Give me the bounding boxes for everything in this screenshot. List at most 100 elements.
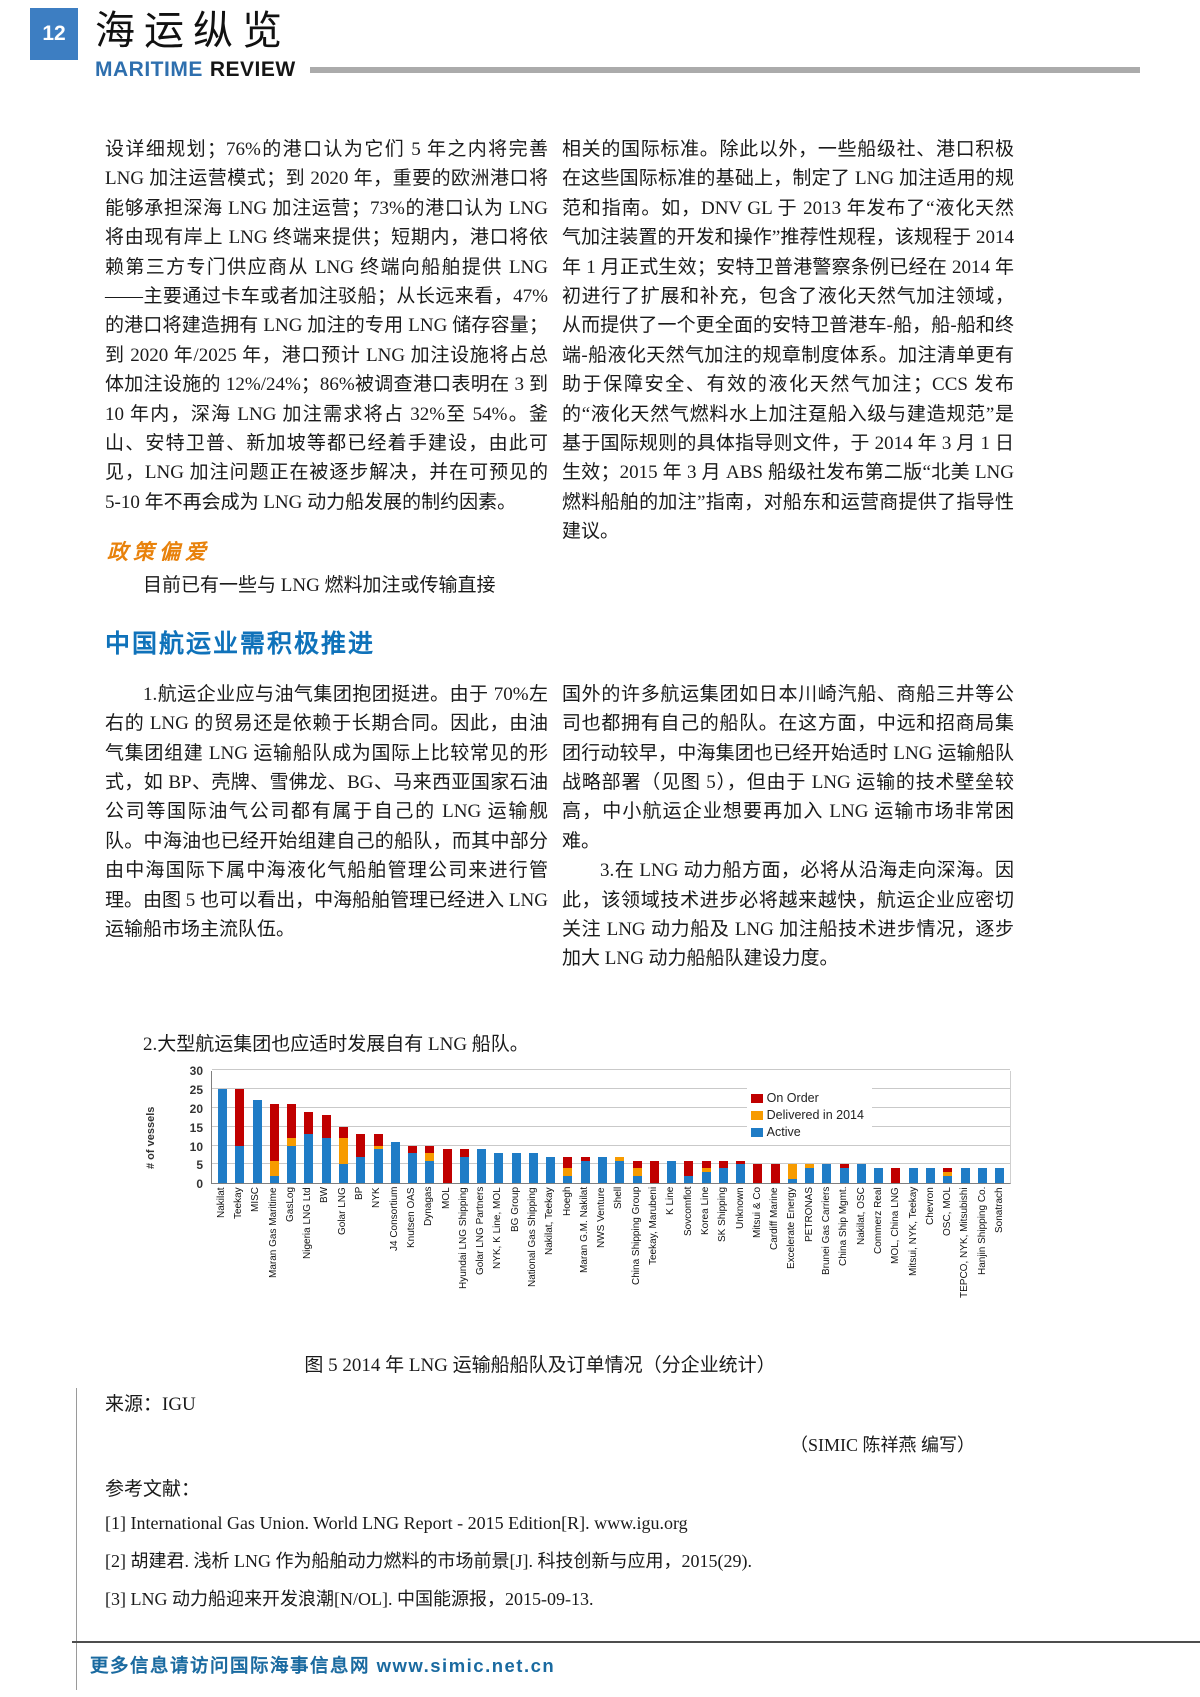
- bar-golar-lng-partners: [473, 1071, 490, 1184]
- stacked-bar: [753, 1164, 763, 1184]
- bar-national-gas-shipping: [525, 1071, 542, 1184]
- bar-teekay-marubeni: [646, 1071, 663, 1184]
- x-tick-label: Brunei Gas Carriers: [821, 1187, 833, 1276]
- figure5-chart: # of vessels 0 5 10 15 20 25 30 On Order Delive…: [141, 1065, 1014, 1336]
- page-number: 12: [30, 8, 78, 60]
- x-label-cell: Hoegh: [559, 1184, 576, 1336]
- x-tick-label: Maran G.M. Nakilat: [578, 1187, 590, 1274]
- paragraph-standards: 相关的国际标准。除此以外，一些船级社、港口积极在这些国际标准的基础上，制定了 L…: [562, 139, 1014, 543]
- x-label-cell: China Shipping Group: [628, 1184, 645, 1336]
- paragraph-point1: 1.航运企业应与油气集团抱团挺进。由于 70%左右的 LNG 的贸易还是依赖于长…: [105, 683, 548, 940]
- segment-active: [615, 1160, 625, 1184]
- x-label-cell: Mitsui, NYK, Teekay: [905, 1184, 922, 1336]
- x-tick-label: BP: [354, 1187, 366, 1201]
- x-tick-label: J4 Consortium: [388, 1187, 400, 1252]
- segment-delivered-in-2014: [373, 1145, 383, 1150]
- gridline: [212, 1144, 1010, 1146]
- x-label-cell: BW: [317, 1184, 334, 1336]
- segment-active: [356, 1156, 366, 1184]
- segment-delivered-in-2014: [615, 1156, 625, 1161]
- segment-active: [563, 1175, 573, 1184]
- bar-nakilat-teekay: [542, 1071, 559, 1184]
- x-tick-label: Shell: [613, 1187, 625, 1210]
- segment-active: [425, 1160, 435, 1184]
- y-axis-ticks: 0 5 10 15 20 25 30: [167, 1065, 211, 1190]
- x-label-cell: Nakilat, Teekay: [542, 1184, 559, 1336]
- x-tick-label: MISC: [250, 1187, 262, 1213]
- article-body: 设详细规划；76%的港口认为它们 5 年之内将完善 LNG 加注运营模式；到 2…: [105, 135, 1014, 1615]
- page-header: 12 海运纵览 MARITIME REVIEW: [30, 8, 1170, 82]
- bar-shell: [611, 1071, 628, 1184]
- y-tick-label: 0: [196, 1177, 203, 1192]
- y-tick-label: 15: [189, 1120, 203, 1135]
- x-tick-label: National Gas Shipping: [526, 1187, 538, 1287]
- bar-sonatrach: [991, 1071, 1008, 1184]
- x-tick-label: NYK: [371, 1187, 383, 1208]
- x-tick-label: Maran Gas Maritime: [267, 1187, 279, 1278]
- x-tick-label: MOL: [440, 1187, 452, 1209]
- x-label-cell: Golar LNG Partners: [472, 1184, 489, 1336]
- stacked-bar: [269, 1104, 279, 1184]
- segment-on-order: [287, 1104, 297, 1138]
- legend-label: Active: [766, 1125, 801, 1140]
- x-tick-label: NWS Venture: [596, 1187, 608, 1248]
- margin-line: [76, 1388, 77, 1690]
- stacked-bar: [563, 1156, 573, 1184]
- x-tick-label: Excelerate Energy: [786, 1187, 798, 1269]
- segment-on-order: [459, 1149, 469, 1157]
- segment-active: [597, 1156, 607, 1184]
- segment-delivered-in-2014: [563, 1168, 573, 1176]
- segment-active: [459, 1156, 469, 1184]
- bar-gaslog: [283, 1071, 300, 1184]
- y-tick-label: 25: [189, 1083, 203, 1097]
- segment-delivered-in-2014: [338, 1137, 348, 1165]
- stacked-bar: [995, 1168, 1005, 1184]
- x-tick-label: Cardiff Marine: [769, 1187, 781, 1250]
- segment-active: [373, 1149, 383, 1184]
- stacked-bar: [338, 1126, 348, 1184]
- segment-delivered-in-2014: [425, 1153, 435, 1161]
- section1-columns: 设详细规划；76%的港口认为它们 5 年之内将完善 LNG 加注运营模式；到 2…: [105, 135, 1014, 601]
- x-tick-label: Teekay, Marubeni: [648, 1187, 660, 1266]
- stacked-bar: [908, 1168, 918, 1184]
- segment-active: [511, 1153, 521, 1184]
- x-tick-label: Sovcomflot: [682, 1187, 694, 1237]
- x-tick-label: Unknown: [734, 1187, 746, 1229]
- stacked-bar: [977, 1168, 987, 1184]
- segment-delivered-in-2014: [632, 1168, 642, 1176]
- x-label-cell: Dynagas: [421, 1184, 438, 1336]
- x-tick-label: Nakilat: [215, 1187, 227, 1218]
- segment-on-order: [373, 1134, 383, 1146]
- stacked-bar: [390, 1141, 400, 1184]
- bar-hanjin-shipping-co-: [974, 1071, 991, 1184]
- x-tick-label: Golar LNG: [336, 1187, 348, 1235]
- bar-misc: [249, 1071, 266, 1184]
- bar-mitsui-co: [749, 1071, 766, 1184]
- segment-on-order: [338, 1126, 348, 1138]
- paragraph-bunkering: 设详细规划；76%的港口认为它们 5 年之内将完善 LNG 加注运营模式；到 2…: [105, 139, 548, 513]
- x-tick-label: Golar LNG Partners: [475, 1187, 487, 1276]
- segment-active: [252, 1100, 262, 1184]
- bar-sovcomflot: [680, 1071, 697, 1184]
- footer-rule: [72, 1641, 1200, 1643]
- x-tick-label: Hoegh: [561, 1187, 573, 1217]
- stacked-bar: [408, 1145, 418, 1184]
- stacked-bar: [442, 1149, 452, 1184]
- x-tick-label: China Ship Mgmt.: [838, 1187, 850, 1267]
- bar-mitsui-nyk-teekay: [905, 1071, 922, 1184]
- x-tick-label: TEPCO, NYK, Mitsubishi: [959, 1187, 971, 1298]
- segment-on-order: [580, 1156, 590, 1161]
- bar-mol-china-lng: [887, 1071, 904, 1184]
- stacked-bar: [511, 1153, 521, 1184]
- segment-delivered-in-2014: [943, 1171, 953, 1176]
- y-tick-label: 10: [189, 1139, 203, 1154]
- x-tick-label: MOL, China LNG: [890, 1187, 902, 1264]
- title-en-review: REVIEW: [209, 58, 296, 81]
- segment-active: [494, 1153, 504, 1184]
- bar-hoegh: [559, 1071, 576, 1184]
- figure-caption: 图 5 2014 年 LNG 运输船船队及订单情况（分企业统计）: [304, 1355, 776, 1377]
- x-label-cell: Hyundai LNG Shipping: [455, 1184, 472, 1336]
- x-tick-label: SK Shipping: [717, 1187, 729, 1243]
- x-tick-label: China Shipping Group: [630, 1187, 642, 1286]
- stacked-bar: [321, 1115, 331, 1184]
